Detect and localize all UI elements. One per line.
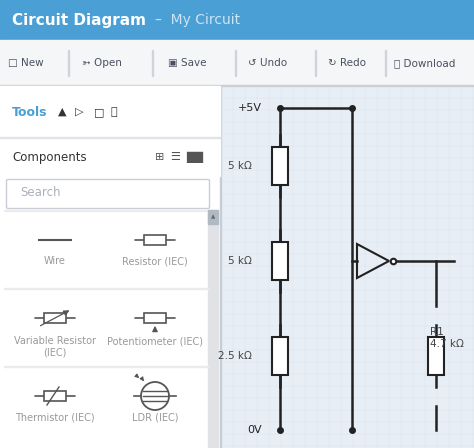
Bar bbox=[68, 50, 69, 76]
Bar bbox=[428, 337, 444, 375]
Bar bbox=[44, 391, 66, 401]
Bar bbox=[0, 85, 474, 86]
Text: Wire: Wire bbox=[44, 256, 66, 266]
Text: Components: Components bbox=[12, 151, 87, 164]
Text: 5 kΩ: 5 kΩ bbox=[228, 256, 252, 266]
Text: ▣ Save: ▣ Save bbox=[168, 58, 207, 68]
Text: Circuit Diagram: Circuit Diagram bbox=[12, 13, 146, 27]
Text: ✋: ✋ bbox=[111, 107, 118, 117]
Text: Variable Resistor
(IEC): Variable Resistor (IEC) bbox=[14, 336, 96, 358]
Text: □ New: □ New bbox=[8, 58, 44, 68]
FancyBboxPatch shape bbox=[7, 180, 210, 208]
Text: Tools: Tools bbox=[12, 105, 47, 119]
Bar bbox=[144, 313, 166, 323]
Text: –  My Circuit: – My Circuit bbox=[155, 13, 240, 27]
Text: +5V: +5V bbox=[238, 103, 262, 113]
Text: ☰: ☰ bbox=[170, 152, 180, 162]
Bar bbox=[208, 210, 218, 224]
Text: 2.5 kΩ: 2.5 kΩ bbox=[218, 351, 252, 361]
Text: LDR (IEC): LDR (IEC) bbox=[132, 412, 178, 422]
Bar bbox=[4, 288, 208, 289]
Bar bbox=[220, 86, 221, 448]
Bar bbox=[272, 337, 288, 375]
Text: □: □ bbox=[94, 107, 104, 117]
Text: ↺ Undo: ↺ Undo bbox=[248, 58, 287, 68]
Bar bbox=[0, 0, 474, 40]
Bar bbox=[0, 86, 474, 448]
Bar bbox=[0, 137, 220, 138]
Text: Search: Search bbox=[20, 186, 61, 199]
Text: ▲: ▲ bbox=[58, 107, 66, 117]
Bar bbox=[0, 86, 220, 448]
Text: ██: ██ bbox=[186, 151, 203, 163]
Text: 0V: 0V bbox=[247, 425, 262, 435]
Text: Resistor (IEC): Resistor (IEC) bbox=[122, 256, 188, 266]
Text: Potentiometer (IEC): Potentiometer (IEC) bbox=[107, 336, 203, 346]
Bar bbox=[152, 50, 153, 76]
Text: ➳ Open: ➳ Open bbox=[82, 58, 122, 68]
Text: R1: R1 bbox=[430, 327, 444, 337]
Bar bbox=[208, 210, 218, 448]
Bar bbox=[315, 50, 316, 76]
Text: ▷: ▷ bbox=[75, 107, 83, 117]
Bar bbox=[272, 242, 288, 280]
Text: Thermistor (IEC): Thermistor (IEC) bbox=[15, 412, 95, 422]
Text: ↻ Redo: ↻ Redo bbox=[328, 58, 366, 68]
Bar bbox=[4, 366, 208, 367]
Bar bbox=[221, 86, 474, 448]
Text: ⤓ Download: ⤓ Download bbox=[394, 58, 456, 68]
Bar bbox=[44, 313, 66, 323]
Bar bbox=[144, 235, 166, 245]
Bar bbox=[0, 40, 474, 86]
Bar bbox=[4, 210, 208, 211]
Bar bbox=[0, 86, 220, 138]
Bar bbox=[272, 147, 288, 185]
Text: 4.7 kΩ: 4.7 kΩ bbox=[430, 339, 464, 349]
Text: ⊞: ⊞ bbox=[155, 152, 164, 162]
Bar bbox=[385, 50, 386, 76]
Bar bbox=[0, 138, 220, 176]
Text: ▲: ▲ bbox=[211, 215, 215, 220]
Text: 5 kΩ: 5 kΩ bbox=[228, 161, 252, 171]
Bar bbox=[235, 50, 236, 76]
